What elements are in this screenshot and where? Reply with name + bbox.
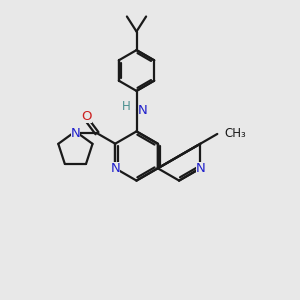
Text: H: H (122, 100, 131, 113)
Text: N: N (196, 162, 205, 175)
Text: CH₃: CH₃ (225, 128, 247, 140)
Text: O: O (81, 110, 92, 123)
Text: N: N (70, 127, 80, 140)
Text: N: N (110, 162, 120, 175)
Text: N: N (138, 104, 148, 117)
